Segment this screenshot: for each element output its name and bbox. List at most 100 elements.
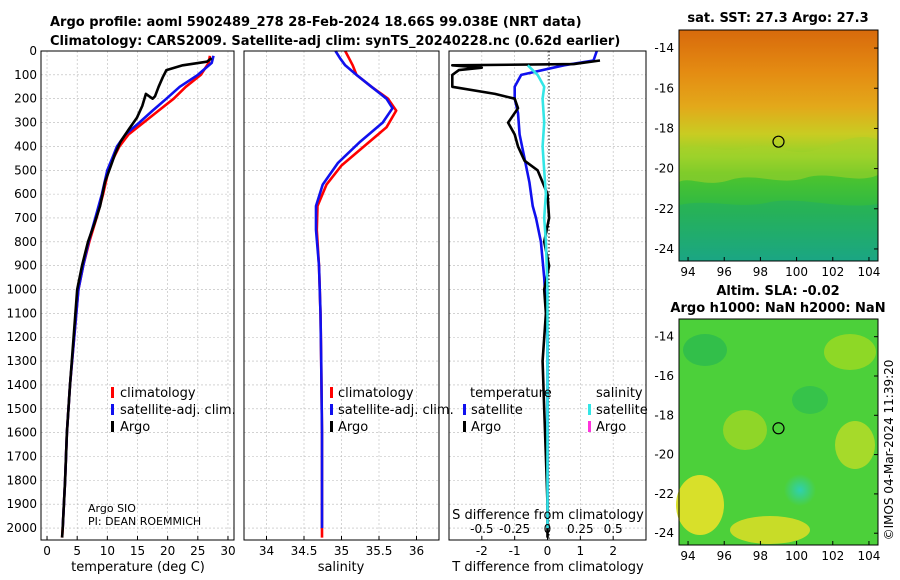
x-tick-label: 10 [100, 544, 115, 558]
sla-low-patch [792, 386, 828, 414]
figure-title-line-1: Argo profile: aoml 5902489_278 28-Feb-20… [50, 15, 582, 30]
series-line-argo [60, 57, 213, 538]
depth-tick-label: 1400 [6, 378, 37, 392]
sst-map-ticks: 94 96 98 100 102 104 -14 -16 -18 -20 -22 -24 [654, 41, 880, 279]
x-tick-label: 35 [334, 544, 349, 558]
s-tick-label: 0.25 [567, 522, 594, 536]
depth-tick-label: 1800 [6, 473, 37, 487]
sla-high-patch [730, 516, 810, 544]
series-line-satellite-adj-clim- [314, 50, 394, 529]
sst-map-panel: sat. SST: 27.3 Argo: 27.3 94 96 98 100 102 10… [654, 11, 880, 279]
temperature-x-label: temperature (deg C) [71, 560, 205, 575]
legend-swatch-satellite [111, 404, 114, 415]
s-tick-label: 0 [544, 522, 552, 536]
legend-swatch-climatology [330, 387, 333, 398]
depth-tick-label: 1000 [6, 283, 37, 297]
salinity-x-label: salinity [318, 560, 365, 575]
series-line-climatology [60, 55, 212, 538]
legend-label-satellite: satellite-adj. clim. [338, 403, 454, 418]
lon-tick-label: 100 [785, 265, 808, 279]
temperature-panel: 0 5 10 15 20 25 30 0 100 200 300 400 500 600 700 800 90… [6, 44, 235, 575]
legend-label-climatology: climatology [338, 386, 414, 401]
lat-tick-label: -14 [654, 330, 674, 344]
lat-tick-label: -18 [654, 121, 674, 135]
legend-title-salinity: salinity [596, 386, 643, 401]
x-tick-label: 1 [577, 544, 585, 558]
argo-float-position-marker [772, 135, 785, 148]
sla-map-subtitle: Argo h1000: NaN h2000: NaN [670, 301, 885, 316]
series-line-climatology [315, 50, 398, 538]
lon-tick-label: 104 [858, 549, 881, 563]
salinity-legend: climatology satellite-adj. clim. Argo [330, 386, 454, 435]
sla-map-title: Altim. SLA: -0.02 [716, 284, 839, 299]
x-tick-label: 0 [544, 544, 552, 558]
temperature-grid [41, 50, 234, 540]
sst-map-frame [678, 29, 879, 262]
legend-swatch-s-argo [588, 421, 591, 432]
x-tick-label: 35.5 [366, 544, 393, 558]
sla-low-patch [683, 334, 727, 366]
legend-label-s-argo: Argo [596, 420, 626, 435]
difference-panel: -2 -1 0 1 2 -0.5 -0.25 0 0.25 0.5 S difference f… [448, 50, 648, 575]
depth-tick-label: 800 [14, 235, 37, 249]
depth-tick-label: 600 [14, 187, 37, 201]
difference-curves [450, 50, 601, 538]
lon-tick-label: 98 [753, 265, 768, 279]
sla-high-patch [835, 421, 875, 469]
lat-tick-label: -20 [654, 162, 674, 176]
s-tick-label: -0.5 [470, 522, 493, 536]
sla-high-patch [676, 475, 724, 535]
series-line-temperature-satellite [513, 50, 599, 529]
depth-tick-label: 0 [29, 44, 37, 58]
argo-pi-name: PI: DEAN ROEMMICH [88, 515, 201, 528]
argo-float-position-marker [772, 422, 785, 435]
sst-map-title: sat. SST: 27.3 Argo: 27.3 [687, 11, 868, 26]
legend-label-climatology: climatology [120, 386, 196, 401]
lat-tick-label: -22 [654, 202, 674, 216]
x-tick-label: -1 [509, 544, 521, 558]
lat-tick-label: -20 [654, 448, 674, 462]
imos-credit: ©IMOS 04-Mar-2024 11:39:20 [882, 360, 896, 541]
t-difference-x-ticks: -2 -1 0 1 2 [476, 536, 617, 558]
sla-map-panel: Altim. SLA: -0.02 Argo h1000: NaN h2000:… [654, 284, 885, 563]
sla-high-patch [824, 334, 876, 370]
series-line-salinity-satellite [526, 64, 549, 529]
legend-title-temperature: temperature [470, 386, 552, 401]
depth-tick-label: 700 [14, 211, 37, 225]
x-tick-label: 5 [73, 544, 81, 558]
sst-cool-water [679, 200, 878, 261]
s-tick-label: -0.25 [499, 522, 530, 536]
sst-front-band [679, 137, 878, 183]
lon-tick-label: 104 [858, 265, 881, 279]
legend-swatch-t-argo [463, 421, 466, 432]
series-line-temperature-argo [450, 59, 601, 538]
lat-tick-label: -22 [654, 487, 674, 501]
x-tick-label: 0 [43, 544, 51, 558]
legend-label-satellite: satellite-adj. clim. [120, 403, 236, 418]
x-tick-label: 34 [259, 544, 274, 558]
depth-tick-label: 500 [14, 163, 37, 177]
legend-swatch-argo [330, 421, 333, 432]
lon-tick-label: 94 [680, 549, 695, 563]
depth-tick-label: 1700 [6, 450, 37, 464]
x-tick-label: 36 [409, 544, 424, 558]
temperature-x-ticks: 0 5 10 15 20 25 30 [43, 536, 236, 558]
x-tick-label: 34.5 [291, 544, 318, 558]
s-tick-label: 0.5 [604, 522, 623, 536]
salinity-panel: 34 34.5 35 35.5 36 salinity climatology sate… [243, 50, 454, 575]
legend-label-argo: Argo [120, 420, 150, 435]
difference-grid [449, 50, 646, 540]
legend-label-argo: Argo [338, 420, 368, 435]
lat-tick-label: -24 [654, 526, 674, 540]
figure-title-line-2: Climatology: CARS2009. Satellite-adj cli… [50, 34, 620, 49]
sla-low-core [784, 474, 816, 506]
depth-tick-label: 400 [14, 139, 37, 153]
legend-label-t-satellite: satellite [471, 403, 523, 418]
depth-tick-label: 100 [14, 68, 37, 82]
lon-tick-label: 102 [821, 265, 844, 279]
x-tick-label: 25 [190, 544, 205, 558]
depth-tick-label: 1300 [6, 354, 37, 368]
lon-tick-label: 94 [680, 265, 695, 279]
depth-tick-label: 200 [14, 92, 37, 106]
salinity-x-ticks: 34 34.5 35 35.5 36 [259, 536, 424, 558]
